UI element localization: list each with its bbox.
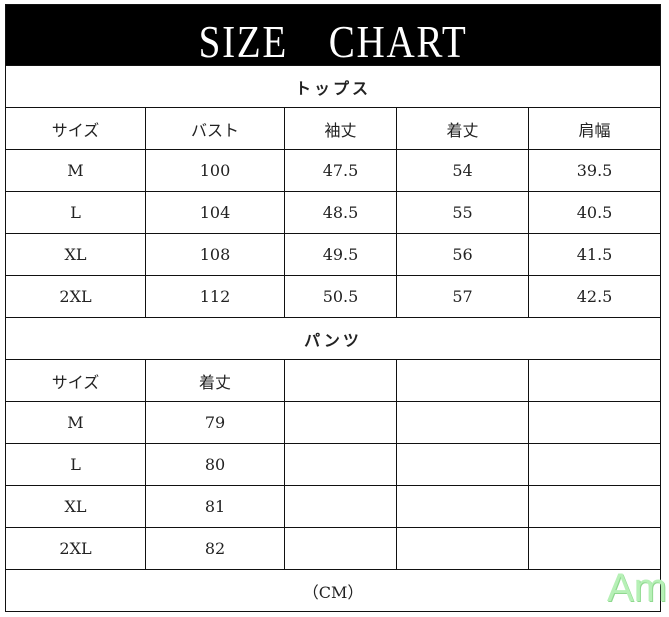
watermark-logo: Am	[607, 566, 667, 610]
header-cell: サイズ	[5, 359, 146, 402]
cell: XL	[5, 233, 146, 276]
cell: 56	[396, 233, 529, 276]
cell: 81	[145, 485, 285, 528]
cell: 112	[145, 275, 285, 318]
chart-title: SIZE CHART	[55, 5, 612, 67]
cell: 2XL	[5, 275, 146, 318]
header-cell: 袖丈	[284, 107, 397, 150]
size-chart: SIZE CHART トップス サイズ バスト 袖丈 着丈 肩幅 M 100 47.…	[4, 4, 662, 612]
size-table: SIZE CHART トップス サイズ バスト 袖丈 着丈 肩幅 M 100 47.…	[4, 4, 662, 612]
table-row: L 104 48.5 55 40.5	[5, 191, 662, 234]
empty-cell	[396, 527, 529, 570]
cell: 49.5	[284, 233, 397, 276]
cell: 54	[396, 149, 529, 192]
empty-cell	[284, 527, 397, 570]
cell: 50.5	[284, 275, 397, 318]
table-row: 2XL 82	[5, 527, 662, 570]
table-row: XL 81	[5, 485, 662, 528]
cell: 47.5	[284, 149, 397, 192]
cell: 82	[145, 527, 285, 570]
pants-section-label: パンツ	[4, 317, 662, 360]
tops-header-row: サイズ バスト 袖丈 着丈 肩幅	[5, 107, 662, 150]
cell: 57	[396, 275, 529, 318]
unit-note: （CM）	[4, 569, 662, 612]
cell: 80	[145, 443, 285, 486]
empty-cell	[284, 443, 397, 486]
empty-cell	[527, 527, 662, 570]
empty-cell	[396, 401, 529, 444]
empty-cell	[396, 359, 529, 402]
cell: M	[5, 401, 146, 444]
table-row: M 100 47.5 54 39.5	[5, 149, 662, 192]
header-cell: サイズ	[5, 107, 146, 150]
cell: 79	[145, 401, 285, 444]
empty-cell	[284, 401, 397, 444]
cell: 48.5	[284, 191, 397, 234]
cell: 55	[396, 191, 529, 234]
empty-cell	[396, 485, 529, 528]
header-cell: バスト	[145, 107, 285, 150]
header-cell: 着丈	[396, 107, 529, 150]
cell: 2XL	[5, 527, 146, 570]
cell: 41.5	[527, 233, 662, 276]
cell: 100	[145, 149, 285, 192]
pants-header-row: サイズ 着丈	[5, 359, 662, 402]
empty-cell	[284, 485, 397, 528]
cell: M	[5, 149, 146, 192]
cell: L	[5, 443, 146, 486]
header-cell: 着丈	[145, 359, 285, 402]
cell: 42.5	[527, 275, 662, 318]
table-row: L 80	[5, 443, 662, 486]
cell: L	[5, 191, 146, 234]
cell: XL	[5, 485, 146, 528]
empty-cell	[527, 443, 662, 486]
empty-cell	[396, 443, 529, 486]
empty-cell	[527, 401, 662, 444]
empty-cell	[527, 485, 662, 528]
header-cell: 肩幅	[527, 107, 662, 150]
tops-section-label: トップス	[4, 65, 662, 108]
cell: 108	[145, 233, 285, 276]
cell: 104	[145, 191, 285, 234]
table-row: 2XL 112 50.5 57 42.5	[5, 275, 662, 318]
cell: 40.5	[527, 191, 662, 234]
empty-cell	[527, 359, 662, 402]
table-row: XL 108 49.5 56 41.5	[5, 233, 662, 276]
table-row: M 79	[5, 401, 662, 444]
cell: 39.5	[527, 149, 662, 192]
empty-cell	[284, 359, 397, 402]
